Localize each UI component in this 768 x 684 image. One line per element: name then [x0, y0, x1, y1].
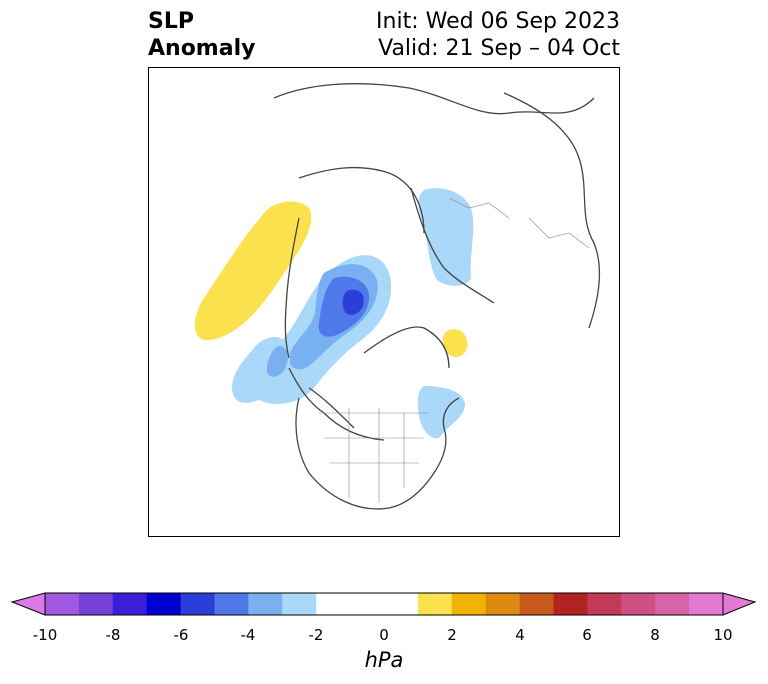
- coastlines: [273, 83, 601, 510]
- colorbar-bin: [248, 593, 283, 615]
- colorbar-tick-label: -6: [173, 626, 189, 644]
- negative-anomaly-arctic-center: [342, 289, 364, 315]
- title-line-variable: SLP: [148, 9, 194, 34]
- positive-anomaly-greenland: [442, 329, 468, 357]
- colorbar-unit-label: hPa: [364, 648, 404, 672]
- colorbar-tick-label: 2: [447, 626, 457, 644]
- map-panel: [148, 67, 620, 537]
- colorbar-bin: [180, 593, 215, 615]
- colorbar-bin: [214, 593, 249, 615]
- colorbar-bin: [316, 593, 351, 615]
- colorbar-bin: [417, 593, 453, 615]
- colorbar-tick-label: 4: [515, 626, 525, 644]
- polar-map: [194, 83, 601, 510]
- colorbar-tick-label: 6: [582, 626, 592, 644]
- colorbar: [10, 592, 757, 616]
- title-line-anomaly: Anomaly: [148, 36, 256, 61]
- colorbar-tick-label: -8: [105, 626, 121, 644]
- colorbar-bin: [621, 593, 656, 615]
- colorbar-tick-label: -2: [308, 626, 324, 644]
- map-title: SLP Anomaly: [148, 8, 255, 62]
- colorbar-tick-label: -10: [32, 626, 58, 644]
- colorbar-bin: [689, 593, 724, 615]
- map-subtitle: Init: Wed 06 Sep 2023 Valid: 21 Sep – 04…: [376, 8, 620, 62]
- colorbar-bin: [78, 593, 114, 615]
- colorbar-bin: [45, 593, 80, 615]
- colorbar-bin: [485, 593, 521, 615]
- colorbar-bin: [451, 593, 487, 615]
- negative-anomaly-east-canada: [417, 386, 465, 439]
- colorbar-bin: [112, 593, 148, 615]
- colorbar-bin: [587, 593, 622, 615]
- colorbar-bin: [282, 593, 317, 615]
- colorbar-bin: [146, 593, 182, 615]
- colorbar-outline: [44, 592, 724, 616]
- colorbar-bin: [384, 593, 419, 615]
- colorbar-tick-label: 10: [713, 626, 733, 644]
- colorbar-bin: [350, 593, 385, 615]
- colorbar-bin: [519, 593, 554, 615]
- negative-anomaly-scandinavia: [418, 188, 474, 286]
- positive-anomaly-siberia: [194, 201, 312, 341]
- colorbar-tick-label: 8: [650, 626, 660, 644]
- country-borders: [319, 197, 590, 503]
- negative-anomaly-gulf-alaska-inner: [266, 346, 288, 377]
- valid-range-label: Valid: 21 Sep – 04 Oct: [378, 36, 620, 61]
- colorbar-bin: [655, 593, 690, 615]
- init-date-label: Init: Wed 06 Sep 2023: [376, 9, 620, 34]
- colorbar-tick-label: 0: [379, 626, 389, 644]
- colorbar-extend-high: [722, 592, 757, 616]
- colorbar-tick-label: -4: [240, 626, 256, 644]
- colorbar-bin: [553, 593, 588, 615]
- colorbar-extend-low: [10, 592, 46, 616]
